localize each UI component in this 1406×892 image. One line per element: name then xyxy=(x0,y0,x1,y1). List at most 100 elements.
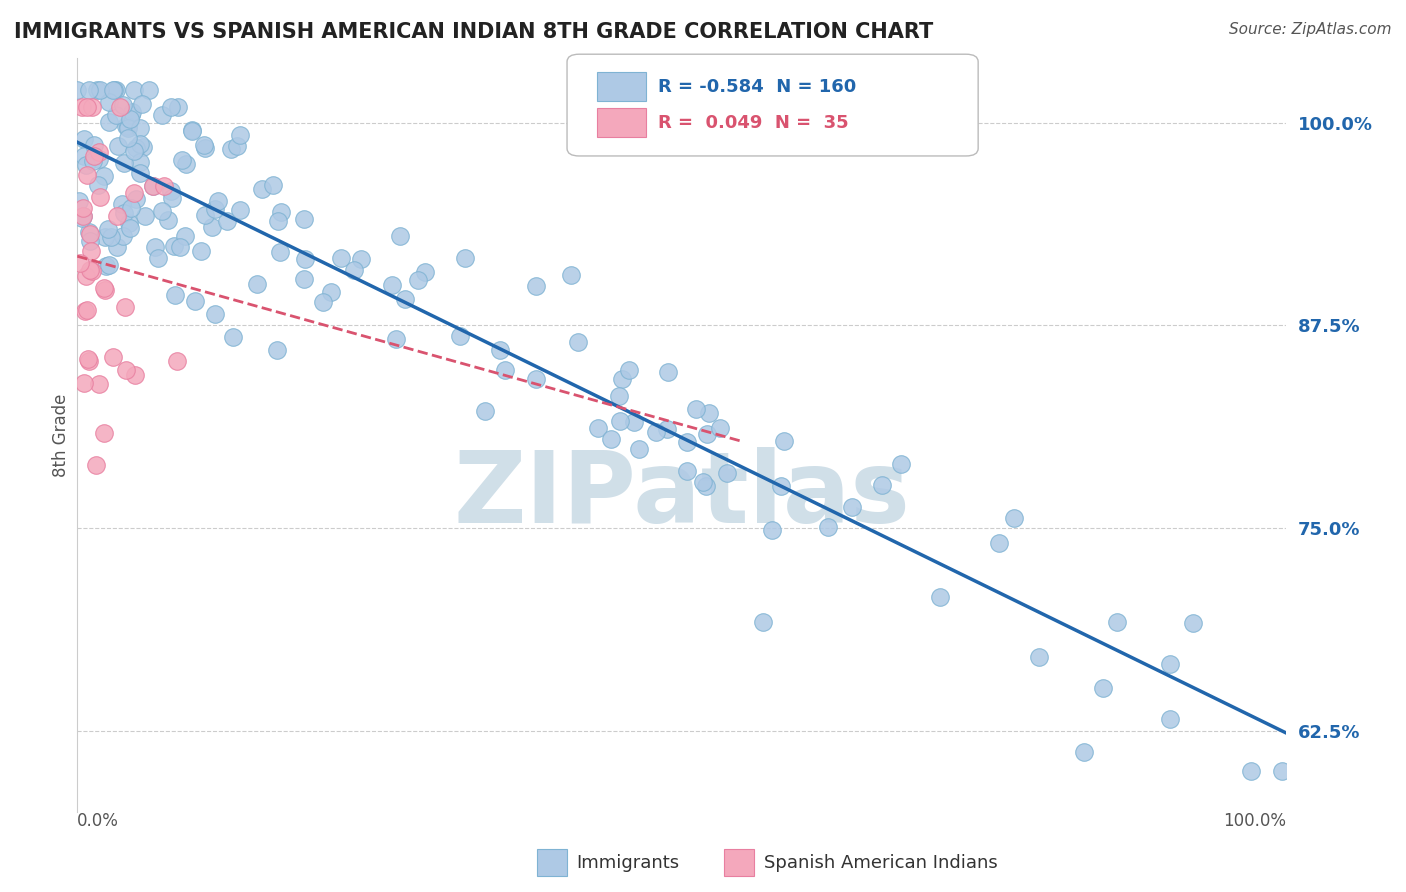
Point xyxy=(76,100,98,114)
Point xyxy=(204,202,226,217)
Point xyxy=(70,211,93,225)
Point xyxy=(190,244,212,259)
Point xyxy=(194,141,217,155)
Point xyxy=(89,190,111,204)
Point xyxy=(1159,657,1181,672)
Point xyxy=(1028,649,1050,664)
Point xyxy=(389,229,412,244)
Point xyxy=(1239,764,1261,779)
Point xyxy=(82,153,104,168)
Point xyxy=(489,343,512,357)
FancyBboxPatch shape xyxy=(567,54,979,156)
Point xyxy=(72,209,94,223)
Point xyxy=(117,120,139,135)
Point xyxy=(385,332,408,346)
Point xyxy=(221,142,243,156)
Point xyxy=(173,228,195,243)
Point xyxy=(114,301,136,315)
Point xyxy=(166,354,188,368)
Point xyxy=(75,157,97,171)
Point xyxy=(1092,681,1115,696)
Point xyxy=(66,83,89,97)
Point xyxy=(86,178,108,192)
Point xyxy=(160,184,183,198)
Point xyxy=(657,365,679,379)
Point xyxy=(586,421,609,435)
Point xyxy=(1002,511,1025,525)
Point xyxy=(129,155,152,169)
Point xyxy=(112,205,135,219)
Point xyxy=(988,536,1011,550)
Point xyxy=(657,422,679,436)
Point xyxy=(609,414,631,428)
Point xyxy=(111,98,134,112)
Text: 0.0%: 0.0% xyxy=(77,812,120,830)
Point xyxy=(93,426,115,441)
Point xyxy=(87,377,110,392)
Point xyxy=(105,240,128,254)
Point xyxy=(269,244,291,259)
Point xyxy=(567,334,589,349)
Point xyxy=(162,191,184,205)
Point xyxy=(292,212,315,227)
Point xyxy=(122,144,145,158)
Point xyxy=(929,590,952,604)
Point xyxy=(350,252,373,266)
Point xyxy=(86,83,108,97)
Point xyxy=(229,128,252,142)
Point xyxy=(79,234,101,248)
Point xyxy=(93,230,115,244)
Point xyxy=(329,251,352,265)
Text: 100.0%: 100.0% xyxy=(1223,812,1286,830)
Point xyxy=(267,214,290,228)
Point xyxy=(676,435,699,450)
Point xyxy=(163,287,186,301)
Point xyxy=(204,307,226,321)
Bar xyxy=(724,849,755,876)
Point xyxy=(449,329,471,343)
Point xyxy=(270,204,292,219)
Point xyxy=(79,227,101,241)
Point xyxy=(609,389,631,403)
Point xyxy=(79,263,101,277)
Point xyxy=(627,442,650,457)
Point xyxy=(111,228,134,243)
Point xyxy=(69,194,91,208)
Point xyxy=(97,95,120,109)
Bar xyxy=(537,849,567,876)
Point xyxy=(142,179,165,194)
Point xyxy=(83,148,105,162)
Point xyxy=(72,202,94,216)
Point xyxy=(125,141,148,155)
Point xyxy=(73,376,96,390)
Point xyxy=(474,404,496,418)
Point xyxy=(160,100,183,114)
Point xyxy=(121,105,143,120)
Point xyxy=(599,432,621,446)
Point xyxy=(1105,615,1128,629)
Point xyxy=(101,350,124,364)
Point xyxy=(193,138,215,153)
Point xyxy=(111,197,134,211)
Point xyxy=(125,192,148,206)
Point xyxy=(709,421,731,435)
Point xyxy=(80,100,103,114)
Point xyxy=(695,479,717,493)
Point xyxy=(97,258,120,272)
Point xyxy=(79,353,101,368)
Point xyxy=(817,520,839,534)
Point xyxy=(97,222,120,236)
Point xyxy=(162,239,184,253)
Y-axis label: 8th Grade: 8th Grade xyxy=(52,393,70,476)
Text: IMMIGRANTS VS SPANISH AMERICAN INDIAN 8TH GRADE CORRELATION CHART: IMMIGRANTS VS SPANISH AMERICAN INDIAN 8T… xyxy=(14,22,934,42)
Point xyxy=(229,203,252,218)
Point xyxy=(93,283,115,297)
Point xyxy=(75,268,97,283)
Point xyxy=(112,156,135,170)
Point xyxy=(101,83,124,97)
Point xyxy=(89,83,111,97)
Point xyxy=(76,351,98,366)
Point xyxy=(76,302,98,317)
Point xyxy=(146,252,169,266)
Point xyxy=(752,615,775,630)
